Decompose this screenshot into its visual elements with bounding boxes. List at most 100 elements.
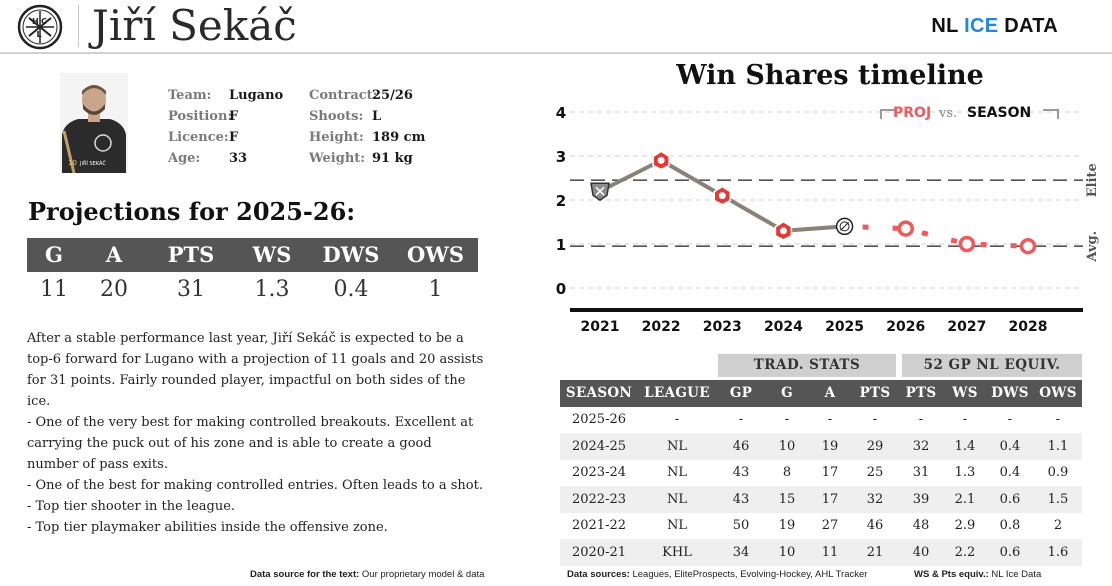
col-header-dws: DWS xyxy=(991,385,1029,402)
table-row: 2025-26 - - - - - - - - - xyxy=(560,407,1082,434)
footnote-text-source-label: Data source for the text: xyxy=(250,569,360,580)
chart-reference-lines: Elite Avg. xyxy=(570,163,1100,263)
cell-dws: 0.4 xyxy=(999,465,1021,481)
cell-season: 2023-24 xyxy=(571,465,627,481)
bio-team-label: Team: xyxy=(168,88,212,103)
chart-series-lines xyxy=(599,158,1029,249)
cell-equiv-pts: 40 xyxy=(912,544,930,560)
cell-dws: 0.4 xyxy=(999,438,1021,454)
chart-title: Win Shares timeline xyxy=(676,60,984,91)
x-tick-label: 2025 xyxy=(825,319,864,335)
col-header-g: G xyxy=(781,385,793,402)
bio-shoots-label: Shoots: xyxy=(309,109,364,124)
cell-gp: 34 xyxy=(732,544,750,560)
stats-group-header-row: TRAD. STATS 52 GP NL EQUIV. xyxy=(560,354,1082,377)
cell-a: 19 xyxy=(821,438,839,454)
cell-gp: 43 xyxy=(732,491,750,507)
x-tick-label: 2024 xyxy=(764,319,803,335)
footnote-text-source-value: Our proprietary model & data xyxy=(361,569,485,580)
chart-points xyxy=(590,150,1037,255)
cell-a: 17 xyxy=(821,465,839,481)
cell-league: NL xyxy=(666,438,687,454)
header-rule xyxy=(0,52,1112,54)
legend-season-label: SEASON xyxy=(967,105,1031,121)
cell-g: 10 xyxy=(778,544,796,560)
bio-height-value: 189 cm xyxy=(372,130,426,145)
cell-ws: - xyxy=(962,412,968,428)
group-header-nl-equiv: 52 GP NL EQUIV. xyxy=(902,354,1082,377)
bio-licence-label: Licence: xyxy=(168,130,229,145)
nl-logo-icon xyxy=(774,220,793,241)
table-row: 2023-24 NL 43 8 17 25 31 1.3 0.4 0.9 xyxy=(560,460,1082,487)
header: H C L Jiří Sekáč NL ICE DATA xyxy=(0,0,1112,54)
proj-point xyxy=(1019,237,1037,255)
x-tick-label: 2023 xyxy=(703,319,742,335)
cell-equiv-pts: 31 xyxy=(912,465,930,481)
projections-table: G A PTS WS DWS OWS 11 20 31 1.3 0.4 1 xyxy=(27,238,478,308)
y-tick-label: 1 xyxy=(556,236,566,254)
chart-legend: PROJ vs. SEASON xyxy=(880,105,1059,121)
svg-text:C: C xyxy=(41,17,47,26)
col-header-pts: PTS xyxy=(859,385,891,402)
col-header-a: A xyxy=(824,385,836,402)
proj-header-a: A xyxy=(105,242,123,267)
svg-text:10: 10 xyxy=(68,159,77,167)
bio-team-value: Lugano xyxy=(229,88,284,103)
svg-text:L: L xyxy=(37,30,42,39)
legend-bracket-right xyxy=(1043,109,1059,119)
proj-header-dws: DWS xyxy=(322,242,380,267)
cell-season: 2024-25 xyxy=(571,438,627,454)
chart-y-ticks: 0 1 2 3 4 xyxy=(556,104,566,298)
description-point-entries: - One of the best for making controlled … xyxy=(27,478,483,493)
projections-header-row: G A PTS WS DWS OWS xyxy=(27,238,478,272)
cell-a: 17 xyxy=(821,491,839,507)
cell-ws: 2.9 xyxy=(954,518,976,534)
player-name: Jiří Sekáč xyxy=(92,1,297,50)
proj-value-dws: 0.4 xyxy=(333,277,369,302)
cell-g: 19 xyxy=(778,518,796,534)
nl-logo-icon xyxy=(713,185,732,206)
cell-pts: 46 xyxy=(866,518,884,534)
proj-header-ows: OWS xyxy=(406,242,465,267)
table-row: 2022-23 NL 43 15 17 32 39 2.1 0.6 1.5 xyxy=(560,486,1082,513)
proj-value-ws: 1.3 xyxy=(254,277,290,302)
cell-ows: - xyxy=(1055,412,1061,428)
cell-dws: - xyxy=(1007,412,1013,428)
group-header-trad-stats: TRAD. STATS xyxy=(718,354,896,377)
player-description: After a stable performance last year, Ji… xyxy=(27,328,487,538)
proj-point xyxy=(958,235,976,253)
proj-header-pts: PTS xyxy=(167,242,215,267)
chart-x-ticks: 2021 2022 2023 2024 2025 2026 2027 2028 xyxy=(570,308,1083,335)
nl-logo-icon xyxy=(652,150,670,171)
brand-logo: NL ICE DATA xyxy=(931,15,1058,38)
cell-league: NL xyxy=(666,518,687,534)
cell-equiv-pts: - xyxy=(918,412,924,428)
bio-weight-label: Weight: xyxy=(309,151,366,166)
y-tick-label: 2 xyxy=(556,192,566,210)
col-header-league: LEAGUE xyxy=(644,385,710,402)
bio-shoots-value: L xyxy=(372,109,382,124)
cell-ws: 1.4 xyxy=(954,438,976,454)
cell-pts: 29 xyxy=(866,438,884,454)
cell-ws: 2.2 xyxy=(954,544,976,560)
cell-league: - xyxy=(674,412,680,428)
cell-g: 10 xyxy=(778,438,796,454)
footnote-data-sources-label: Data sources: xyxy=(567,569,630,580)
legend-bracket-left xyxy=(880,109,896,119)
table-row: 2024-25 NL 46 10 19 29 32 1.4 0.4 1.1 xyxy=(560,433,1082,460)
cell-pts: 32 xyxy=(866,491,884,507)
win-shares-chart: Elite Avg. 0 1 2 3 4 2021 2022 2023 2024 2025 2026… xyxy=(556,104,1100,335)
cell-season: 2021-22 xyxy=(571,518,627,534)
cell-equiv-pts: 48 xyxy=(912,518,930,534)
cell-g: - xyxy=(784,412,790,428)
chart-gridlines xyxy=(570,111,1083,289)
cell-ows: 1.5 xyxy=(1047,491,1069,507)
cell-pts: 21 xyxy=(866,544,884,560)
header-divider xyxy=(78,5,79,47)
brand-part-3: DATA xyxy=(998,15,1058,37)
proj-value-a: 20 xyxy=(100,277,128,302)
x-tick-label: 2027 xyxy=(947,319,986,335)
cell-dws: 0.6 xyxy=(999,544,1021,560)
col-header-season: SEASON xyxy=(565,385,633,402)
player-photo: 10 JIŘÍ SEKÁČ xyxy=(60,73,128,173)
